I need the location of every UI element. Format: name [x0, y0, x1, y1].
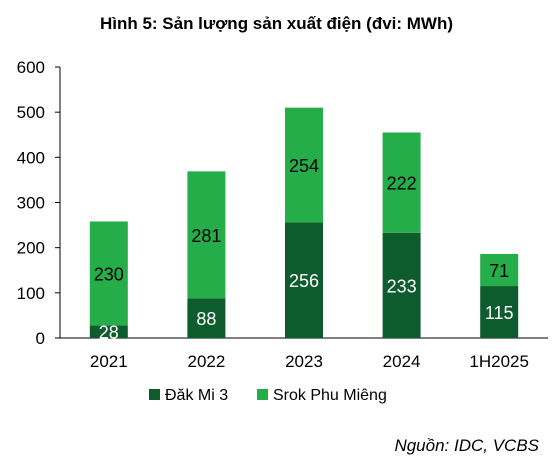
bar-segment	[382, 132, 421, 233]
legend: Đăk Mi 3 Srok Phu Miêng	[149, 387, 387, 404]
data-label: 256	[289, 271, 319, 291]
bar-segment	[187, 171, 226, 299]
data-label: 233	[387, 276, 417, 296]
y-tick-label: 200	[17, 239, 45, 258]
x-tick-label: 2024	[383, 352, 421, 371]
y-axis: 0 100 200 300 400 500 600	[17, 58, 61, 348]
x-tick-label: 1H2025	[469, 352, 529, 371]
x-tick-label: 2023	[285, 352, 323, 371]
data-label: 28	[99, 323, 119, 343]
bar-segment	[480, 253, 519, 287]
data-label: 230	[94, 264, 124, 284]
y-tick-label: 600	[17, 58, 45, 77]
bar-segment	[187, 298, 226, 338]
x-tick-label: 2021	[90, 352, 128, 371]
y-tick-label: 400	[17, 148, 45, 167]
y-tick-label: 0	[36, 329, 45, 348]
bar-segment	[89, 221, 128, 326]
legend-swatch	[149, 389, 160, 400]
bar-segment	[480, 286, 519, 338]
data-label: 222	[387, 174, 417, 194]
data-label: 254	[289, 156, 319, 176]
x-axis: 2021 2022 2023 2024 1H2025	[60, 337, 548, 371]
data-label: 115	[485, 303, 514, 323]
bar-segment	[382, 232, 421, 338]
data-label: 281	[191, 226, 221, 246]
y-tick-label: 300	[17, 194, 45, 213]
data-label: 71	[489, 261, 509, 281]
y-tick-label: 500	[17, 103, 45, 122]
legend-swatch	[257, 389, 268, 400]
bar-segment	[89, 325, 128, 338]
legend-label: Đăk Mi 3	[165, 387, 228, 404]
data-label: 88	[196, 309, 216, 329]
source-note: Nguồn: IDC, VCBS	[394, 436, 539, 455]
y-tick-label: 100	[17, 284, 45, 303]
chart-title: Hình 5: Sản lượng sản xuất điện (đvi: MW…	[99, 14, 454, 33]
bars: 28 230 88 281 256 254 233 222 115 71	[89, 107, 519, 343]
bar-segment	[285, 222, 323, 338]
legend-label: Srok Phu Miêng	[273, 387, 387, 404]
bar-segment	[285, 107, 323, 223]
x-tick-label: 2022	[187, 352, 225, 371]
